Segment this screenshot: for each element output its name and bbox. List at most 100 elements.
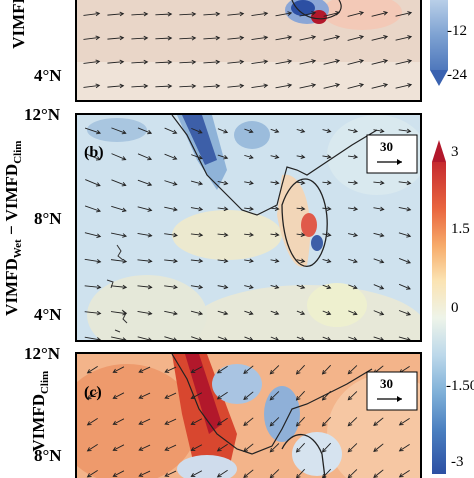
panel-b-map: 30 bbox=[77, 115, 420, 340]
wind-vector bbox=[322, 390, 332, 401]
wind-vector-head bbox=[223, 180, 229, 186]
wind-vector bbox=[190, 207, 203, 211]
wind-vector bbox=[398, 129, 411, 132]
wind-vector-head bbox=[352, 258, 358, 264]
wind-vector-head bbox=[326, 258, 332, 264]
wind-vector-head bbox=[248, 154, 254, 160]
wind-vector-head bbox=[147, 258, 153, 264]
wind-vector bbox=[373, 129, 384, 132]
wind-vector bbox=[179, 13, 196, 16]
wind-vector bbox=[323, 36, 340, 41]
wind-vector bbox=[138, 444, 151, 451]
wind-vector bbox=[138, 418, 151, 425]
wind-vector bbox=[251, 36, 268, 40]
wind-vector bbox=[107, 61, 124, 64]
wind-vector bbox=[399, 443, 410, 452]
wind-vector bbox=[269, 443, 280, 453]
wind-vector bbox=[191, 127, 203, 134]
wind-vector bbox=[138, 392, 151, 399]
wind-vector bbox=[164, 310, 178, 315]
wind-vector bbox=[110, 259, 127, 263]
wind-vector-head bbox=[326, 206, 332, 211]
wind-vector bbox=[322, 364, 332, 375]
wind-vector-head bbox=[383, 83, 389, 88]
wind-vector-head bbox=[326, 310, 332, 316]
wind-vector-head bbox=[215, 35, 221, 41]
wind-vector bbox=[83, 60, 100, 64]
wind-vector bbox=[164, 418, 177, 425]
wind-vector-head bbox=[216, 447, 222, 452]
wind-vector-head bbox=[379, 285, 385, 290]
wind-vector bbox=[138, 366, 151, 373]
wind-vector-head bbox=[191, 59, 197, 65]
wind-vector-head bbox=[143, 11, 149, 17]
wind-vector-head bbox=[119, 11, 125, 17]
wind-vector bbox=[217, 310, 228, 315]
wind-vector bbox=[131, 61, 148, 64]
wind-vector-head bbox=[406, 285, 411, 290]
wind-vector bbox=[322, 442, 332, 453]
wind-vector bbox=[84, 205, 101, 212]
wind-vector-head bbox=[119, 59, 125, 65]
wind-vector bbox=[83, 36, 100, 40]
wind-vector-head bbox=[191, 83, 197, 89]
wind-vector-head bbox=[96, 310, 102, 316]
wind-vector-head bbox=[223, 129, 229, 134]
wind-vector bbox=[85, 179, 101, 187]
wind-vector bbox=[373, 207, 384, 210]
wind-vector bbox=[348, 310, 358, 315]
panel-c-ylabel-sub: Clim bbox=[39, 370, 52, 395]
wind-vector-head bbox=[407, 11, 413, 16]
wind-vector-head bbox=[239, 59, 245, 65]
wind-vector-head bbox=[274, 154, 280, 160]
panel-b-ylabel-main: VIMFD bbox=[1, 258, 21, 316]
wind-vector bbox=[275, 36, 292, 41]
wind-vector-head bbox=[190, 368, 196, 373]
wind-vector bbox=[217, 181, 228, 185]
colorbar-bottom-tick-neg-3: -3 bbox=[451, 454, 464, 470]
wind-vector-head bbox=[406, 311, 412, 316]
panel-c-ylabel-main: VIMFD bbox=[28, 394, 48, 452]
wind-vector bbox=[227, 37, 244, 40]
panel-a-lat-4N: 4°N bbox=[34, 66, 62, 85]
colorbar-bottom-tick-neg-1-5: -1.50 bbox=[446, 378, 474, 394]
wind-vector-head bbox=[274, 206, 280, 211]
wind-vector-head bbox=[164, 420, 170, 425]
wind-vector bbox=[164, 392, 177, 399]
wind-vector bbox=[203, 85, 220, 88]
wind-vector-head bbox=[326, 284, 332, 290]
wind-vector-head bbox=[274, 310, 280, 316]
wind-vector-head bbox=[190, 420, 196, 425]
wind-vector-head bbox=[215, 83, 221, 89]
wind-vector bbox=[299, 60, 316, 65]
wind-vector-head bbox=[359, 82, 365, 88]
wind-vector-head bbox=[263, 83, 269, 89]
colorbar-top bbox=[430, 0, 448, 86]
wind-vector bbox=[296, 233, 305, 236]
wind-vector-head bbox=[239, 11, 245, 17]
wind-vector-head bbox=[311, 59, 317, 64]
wind-vector bbox=[179, 61, 196, 64]
wind-vector-head bbox=[326, 232, 332, 238]
wind-vector bbox=[270, 285, 279, 289]
wind-vector bbox=[84, 258, 101, 263]
wind-vector-head bbox=[96, 207, 101, 213]
wind-vector-head bbox=[223, 154, 229, 160]
wind-vector bbox=[373, 443, 384, 452]
wind-vector-head bbox=[326, 180, 332, 185]
wind-vector-head bbox=[198, 232, 204, 238]
wind-vector-head bbox=[239, 83, 245, 89]
wind-vector-head bbox=[248, 284, 254, 290]
wind-vector-head bbox=[243, 395, 248, 400]
wind-vector bbox=[217, 259, 228, 262]
wind-vector-head bbox=[379, 128, 385, 134]
wind-vector-head bbox=[173, 337, 177, 340]
wind-vector-head bbox=[326, 128, 332, 134]
wind-vector bbox=[155, 13, 172, 16]
wind-vector-head bbox=[407, 83, 413, 88]
wind-vector bbox=[155, 61, 172, 64]
wind-vector-head bbox=[138, 394, 144, 399]
wind-vector-head bbox=[327, 336, 331, 340]
wind-vector-head bbox=[300, 310, 306, 316]
wind-vector-head bbox=[407, 59, 413, 64]
